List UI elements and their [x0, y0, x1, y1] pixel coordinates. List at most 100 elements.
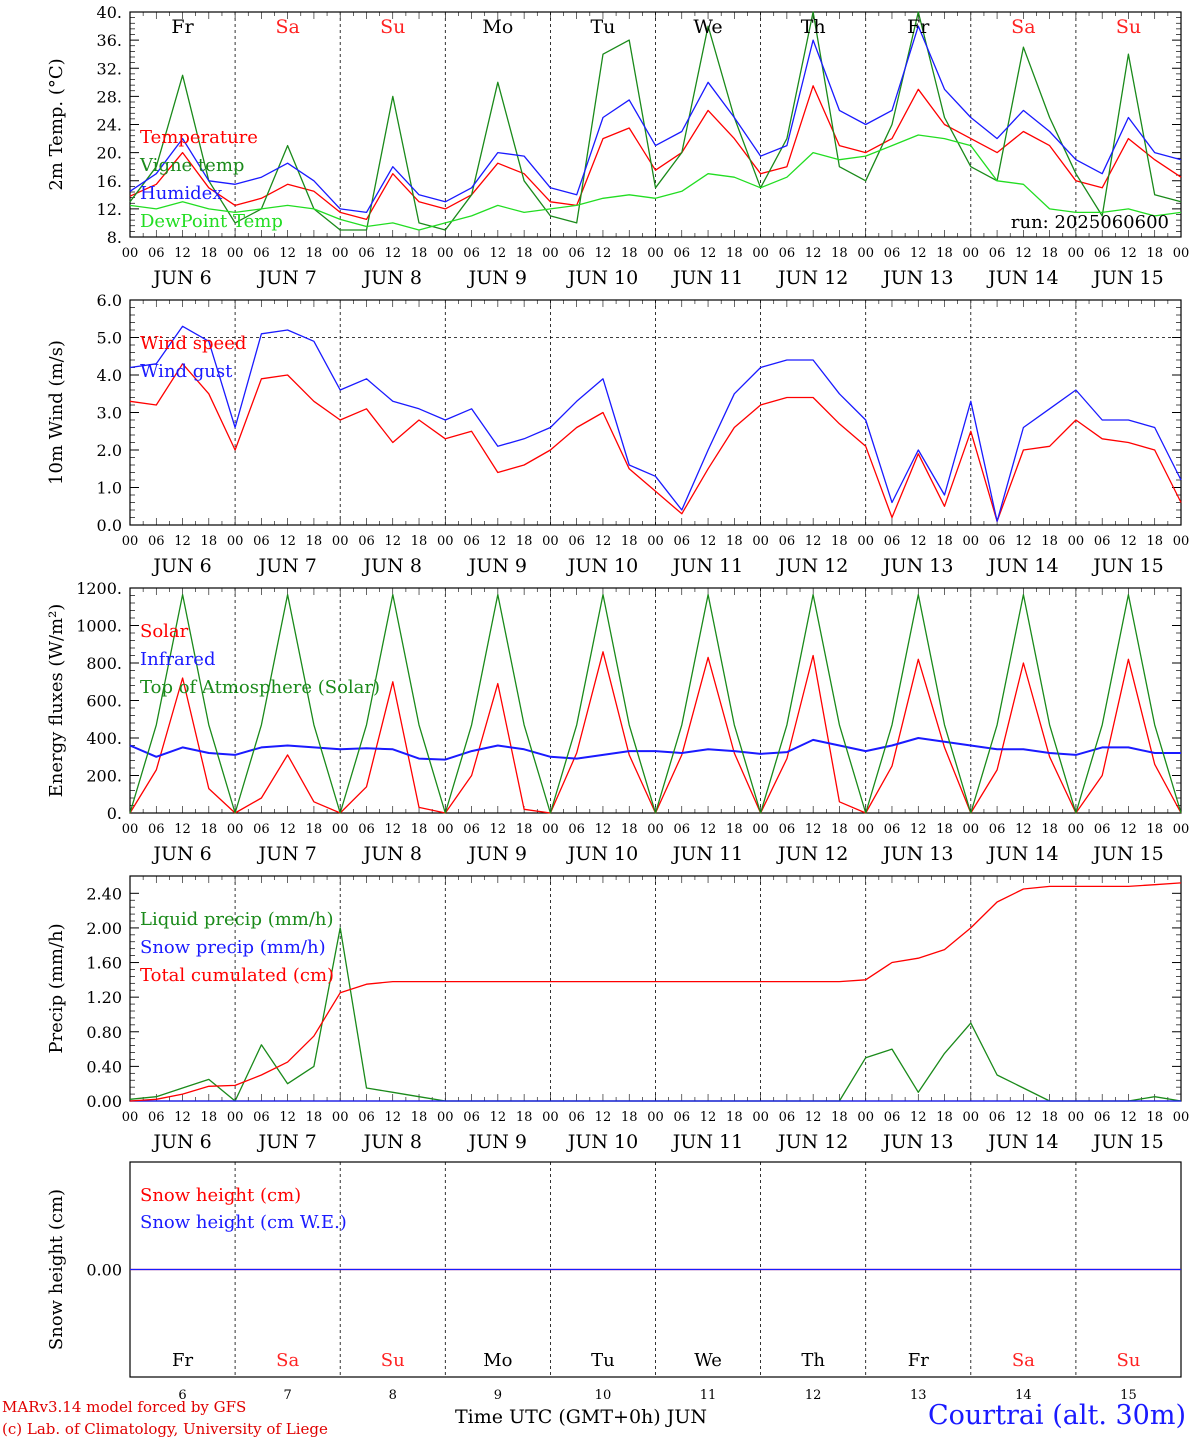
- legend-label: Snow height (cm): [140, 1185, 301, 1206]
- weekday-label: Sa: [1011, 16, 1035, 38]
- x-day-number: 13: [910, 1388, 927, 1403]
- y-tick-label: 3.0: [97, 404, 122, 423]
- weekday-label: Su: [381, 1350, 405, 1371]
- x-hour-label: 12: [805, 246, 822, 261]
- x-hour-label: 12: [595, 822, 612, 837]
- x-hour-label: 18: [201, 822, 218, 837]
- x-hour-label: 12: [910, 246, 927, 261]
- legend-label: Liquid precip (mm/h): [140, 909, 334, 930]
- weekday-label: Fr: [907, 16, 930, 38]
- x-hour-label: 12: [174, 1110, 191, 1125]
- panel-frame: [129, 11, 1182, 238]
- weekday-label: Sa: [276, 1350, 299, 1371]
- x-hour-label: 00: [963, 534, 980, 549]
- x-hour-label: 06: [253, 246, 270, 261]
- y-tick-label: 0.00: [86, 1092, 122, 1111]
- x-date-label: JUN 7: [256, 555, 316, 577]
- legend-label: Wind gust: [140, 361, 233, 382]
- x-day-number: 6: [178, 1388, 186, 1403]
- y-tick-label: 8.: [107, 228, 122, 247]
- x-hour-label: 18: [306, 1110, 323, 1125]
- x-hour-label: 06: [1094, 246, 1111, 261]
- x-date-label: JUN 13: [881, 843, 953, 865]
- y-axis-label: Snow height (cm): [46, 1189, 67, 1350]
- x-hour-label: 00: [227, 246, 244, 261]
- x-hour-label: 00: [857, 246, 874, 261]
- y-tick-label: 32.: [97, 59, 122, 78]
- legend-label: Top of Atmosphere (Solar): [140, 677, 380, 698]
- weekday-label: Sa: [1012, 1350, 1035, 1371]
- x-hour-label: 12: [490, 534, 507, 549]
- x-hour-label: 00: [857, 1110, 874, 1125]
- y-tick-label: 600.: [86, 692, 122, 711]
- series-line-wind-gust: [129, 325, 1182, 522]
- x-hour-label: 12: [1015, 822, 1032, 837]
- x-hour-label: 18: [1146, 534, 1163, 549]
- station-name: Courtrai (alt. 30m): [927, 1400, 1186, 1431]
- x-date-label: JUN 13: [881, 267, 953, 289]
- y-tick-label: 2.0: [97, 441, 122, 460]
- x-hour-label: 18: [621, 534, 638, 549]
- x-hour-label: 00: [227, 1110, 244, 1125]
- x-hour-label: 12: [700, 1110, 717, 1125]
- x-hour-label: 00: [857, 822, 874, 837]
- x-hour-label: 12: [279, 246, 296, 261]
- x-hour-label: 00: [1068, 1110, 1085, 1125]
- x-hour-label: 06: [463, 246, 480, 261]
- weekday-label: Tu: [591, 1350, 615, 1371]
- x-hour-label: 12: [595, 1110, 612, 1125]
- x-hour-label: 06: [568, 534, 585, 549]
- x-hour-label: 06: [253, 822, 270, 837]
- x-date-label: JUN 11: [671, 555, 743, 577]
- x-hour-label: 12: [595, 534, 612, 549]
- x-hour-label: 06: [989, 822, 1006, 837]
- x-hour-label: 18: [1041, 822, 1058, 837]
- legend-label: Vigne temp: [139, 155, 244, 176]
- x-date-label: JUN 10: [566, 843, 638, 865]
- x-date-label: JUN 13: [881, 555, 953, 577]
- x-hour-label: 18: [936, 534, 953, 549]
- x-hour-label: 00: [752, 534, 769, 549]
- x-hour-label: 00: [647, 534, 664, 549]
- x-hour-label: 00: [963, 246, 980, 261]
- x-hour-label: 12: [384, 822, 401, 837]
- series-line-wind-speed: [129, 363, 1182, 522]
- x-date-label: JUN 10: [566, 555, 638, 577]
- x-date-label: JUN 6: [151, 267, 211, 289]
- x-hour-label: 00: [227, 534, 244, 549]
- x-hour-label: 00: [122, 1110, 139, 1125]
- y-axis-label: 10m Wind (m/s): [46, 340, 67, 485]
- x-date-label: JUN 8: [362, 555, 422, 577]
- x-date-label: JUN 15: [1091, 843, 1163, 865]
- x-hour-label: 12: [174, 246, 191, 261]
- x-hour-label: 12: [1015, 1110, 1032, 1125]
- x-hour-label: 06: [358, 1110, 375, 1125]
- x-hour-label: 18: [936, 246, 953, 261]
- weekday-label: Fr: [171, 16, 194, 38]
- x-hour-label: 18: [831, 822, 848, 837]
- x-hour-label: 00: [332, 1110, 349, 1125]
- x-hour-label: 00: [227, 822, 244, 837]
- x-hour-label: 18: [306, 534, 323, 549]
- y-tick-label: 2.00: [86, 919, 122, 938]
- x-hour-label: 06: [884, 822, 901, 837]
- y-tick-label: 36.: [97, 31, 122, 50]
- x-hour-label: 18: [411, 1110, 428, 1125]
- x-date-label: JUN 8: [362, 1131, 422, 1153]
- x-day-number: 7: [284, 1388, 292, 1403]
- x-hour-label: 06: [253, 1110, 270, 1125]
- y-axis-label: Energy fluxes (W/m²): [46, 604, 67, 798]
- x-hour-label: 12: [1120, 534, 1137, 549]
- legend-label: Temperature: [140, 127, 258, 148]
- x-hour-label: 06: [463, 1110, 480, 1125]
- x-hour-label: 12: [910, 822, 927, 837]
- x-hour-label: 00: [122, 822, 139, 837]
- x-hour-label: 00: [332, 246, 349, 261]
- legend-label: Wind speed: [140, 333, 246, 354]
- series-line-total-cumulated-cm: [129, 882, 1182, 1102]
- x-hour-label: 06: [1094, 822, 1111, 837]
- y-tick-label: 4.0: [97, 366, 122, 385]
- y-tick-label: 200.: [86, 767, 122, 786]
- x-hour-label: 12: [595, 246, 612, 261]
